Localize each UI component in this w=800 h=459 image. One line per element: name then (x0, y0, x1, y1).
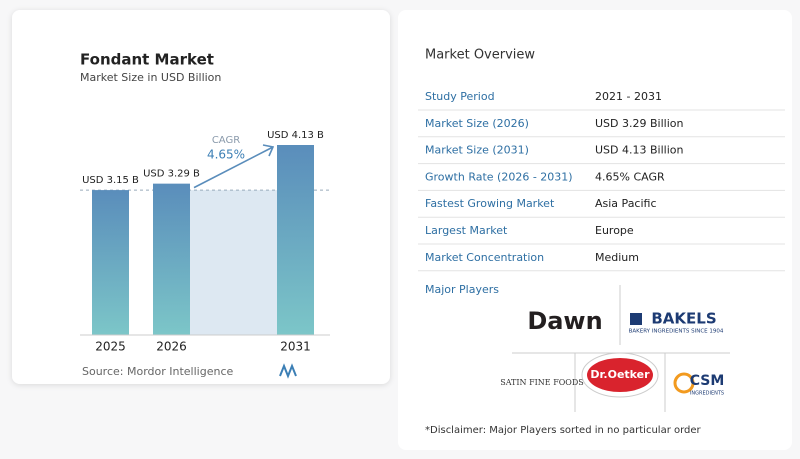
bar (277, 145, 314, 335)
value-label: USD 3.29 B (143, 169, 200, 180)
logo-oetker-text: Dr.Oetker (590, 368, 650, 381)
value-label: USD 3.15 B (82, 175, 139, 186)
row-label: Fastest Growing Market (425, 197, 555, 210)
row-value: Europe (595, 224, 634, 237)
x-tick-label: 2026 (156, 340, 187, 354)
x-tick-label: 2025 (95, 340, 126, 354)
row-label: Market Concentration (425, 251, 544, 264)
bar (92, 190, 129, 335)
logo-bakels-sub: BAKERY INGREDIENTS SINCE 1904 (629, 329, 724, 335)
row-value: 4.65% CAGR (595, 170, 665, 183)
logo-bakels: BAKELS (651, 310, 716, 328)
source: Source: Mordor Intelligence (82, 365, 233, 378)
value-label: USD 4.13 B (267, 130, 324, 141)
logo-oetker (587, 358, 653, 392)
row-value: Medium (595, 251, 639, 264)
row-value: 2021 - 2031 (595, 90, 662, 103)
logo-dawn: Dawn (527, 307, 602, 335)
logo-icon (630, 313, 642, 325)
logo-csm: CSM (690, 373, 725, 389)
highlight-region (190, 190, 277, 335)
row-label: Study Period (425, 90, 495, 103)
row-value: Asia Pacific (595, 197, 657, 210)
cagr-value: 4.65% (207, 148, 245, 162)
bar (153, 183, 190, 335)
chart-subtitle: Market Size in USD Billion (80, 71, 221, 84)
overview-title: Market Overview (425, 48, 535, 63)
x-tick-label: 2031 (280, 340, 311, 354)
row-label: Market Size (2026) (425, 117, 529, 130)
logo-mark (279, 363, 297, 379)
logo-csm-sub: INGREDIENTS (690, 391, 724, 397)
row-value: USD 4.13 Billion (595, 144, 683, 157)
logo-csm-icon (673, 372, 695, 394)
cagr-arrow (193, 144, 275, 189)
row-label: Market Size (2031) (425, 144, 529, 157)
chart-title: Fondant Market (80, 51, 214, 69)
row-label: Growth Rate (2026 - 2031) (425, 170, 573, 183)
row-label: Largest Market (425, 224, 508, 237)
players-title: Major Players (425, 283, 499, 296)
row-value: USD 3.29 Billion (595, 117, 683, 130)
logo-satin: SATIN FINE FOODS (500, 378, 584, 387)
overview-card (398, 10, 792, 450)
cagr-label: CAGR (212, 135, 240, 146)
disclaimer: *Disclaimer: Major Players sorted in no … (425, 425, 702, 436)
